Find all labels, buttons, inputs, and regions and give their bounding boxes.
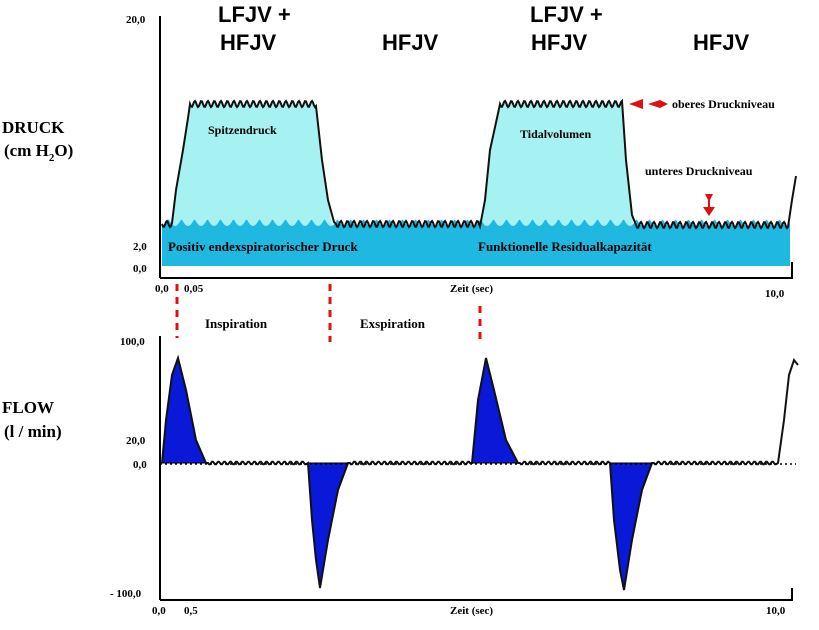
header-hfjv-1: HFJV (220, 30, 277, 55)
pressure-x-label: Zeit (sec) (450, 283, 493, 295)
flow-ytick-0: 0,0 (133, 459, 147, 471)
pressure-xtick-005: 0,05 (184, 283, 204, 295)
pressure-curve (161, 98, 797, 231)
flow-panel: 100,0 20,0 0,0 - 100,0 0,0 0,5 10,0 Zeit… (2, 336, 799, 617)
flow-xtick-0: 0,0 (152, 605, 166, 617)
pressure-unit: (cm H2O) (4, 141, 73, 164)
upper-level-arrow-icon (629, 99, 668, 109)
inspiration-label: Inspiration (205, 316, 268, 331)
phase-markers: Inspiration Exspiration (175, 284, 482, 342)
header-hfjv-3: HFJV (531, 30, 588, 55)
flow-xtick-10: 10,0 (766, 605, 786, 617)
tidal-area-2 (480, 101, 634, 236)
pressure-panel: 20,0 2,0 0,0 0,0 0,05 10,0 Zeit (sec) Sp… (2, 2, 797, 300)
flow-inspiration-peak-2 (471, 357, 519, 464)
pressure-xtick-0: 0,0 (155, 283, 169, 295)
flow-curve (161, 354, 799, 591)
flow-ytick-minus100: - 100,0 (110, 588, 142, 600)
header-hfjv-4: HFJV (693, 30, 750, 55)
frc-label: Funktionelle Residualkapazität (478, 239, 652, 254)
tidal-volume-label: Tidalvolumen (520, 127, 591, 141)
base-pressure-band (162, 219, 790, 266)
flow-ytick-20: 20,0 (126, 435, 146, 447)
pressure-ytick-0: 0,0 (133, 263, 147, 275)
pressure-title: DRUCK (2, 118, 65, 137)
header-hfjv-2: HFJV (382, 30, 439, 55)
peep-label: Positiv endexspiratorischer Druck (168, 239, 358, 254)
upper-pressure-level-label: oberes Druckniveau (672, 97, 775, 111)
pressure-xtick-10: 10,0 (765, 288, 785, 300)
tidal-area-1 (172, 101, 334, 236)
lower-level-arrow-icon (703, 194, 715, 216)
flow-x-label: Zeit (sec) (450, 605, 493, 617)
flow-ytick-100: 100,0 (120, 336, 145, 348)
pressure-ytick-2: 2,0 (133, 241, 147, 253)
peak-pressure-label: Spitzendruck (208, 123, 277, 137)
flow-xtick-05: 0,5 (184, 605, 198, 617)
header-lfjv-3: LFJV + (530, 2, 603, 27)
lower-pressure-level-label: unteres Druckniveau (645, 164, 753, 178)
flow-unit: (l / min) (4, 422, 62, 441)
expiration-label: Exspiration (360, 316, 426, 331)
pressure-ytick-20: 20,0 (126, 14, 146, 26)
flow-title: FLOW (2, 398, 54, 417)
header-lfjv-1: LFJV + (218, 2, 291, 27)
